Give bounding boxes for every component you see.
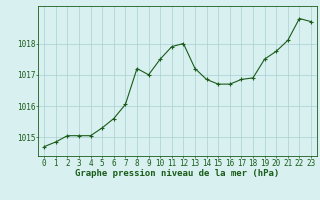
X-axis label: Graphe pression niveau de la mer (hPa): Graphe pression niveau de la mer (hPa) <box>76 169 280 178</box>
